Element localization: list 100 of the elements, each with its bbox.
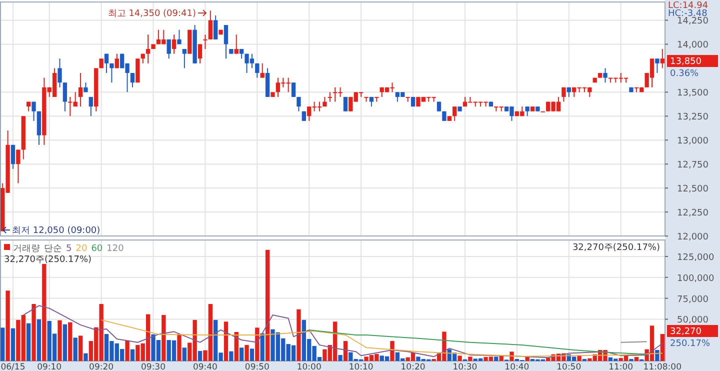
bar (260, 333, 264, 361)
y-tick-label: 12,750 (677, 160, 709, 171)
candlestick (296, 96, 301, 112)
candlestick (234, 34, 238, 54)
candlestick (660, 48, 664, 69)
x-tick-label: 09:30 (141, 362, 166, 371)
bar (32, 304, 36, 361)
bar (0, 328, 5, 361)
x-tick-label: 10:00 (296, 362, 322, 371)
candlestick (114, 53, 119, 69)
candlestick (214, 14, 218, 40)
legend-label: 거래량 (13, 244, 40, 254)
x-tick-label: 11:00 (608, 362, 634, 371)
x-tick-label: 09:40 (192, 362, 218, 371)
bar (42, 264, 46, 361)
bar (458, 356, 462, 361)
annotation: 32,270주(250.17%) (572, 243, 660, 253)
candlestick (203, 34, 208, 50)
candlestick (110, 62, 114, 84)
x-tick-label: 09:50 (244, 362, 270, 371)
candlestick (328, 92, 332, 102)
x-tick-label: 10:40 (504, 362, 530, 371)
bar (78, 336, 83, 361)
bar (390, 341, 394, 361)
candlestick (655, 58, 660, 74)
y-tick-label: 13,250 (677, 112, 709, 123)
y-tick-label: 125,000 (677, 252, 714, 263)
bar (250, 348, 254, 361)
x-tick-label: 11:08:00 (643, 362, 682, 371)
text: LC:14.94 (668, 1, 708, 11)
candlestick (104, 53, 109, 74)
y-tick-label: 14,000 (677, 40, 709, 51)
text: 120 (106, 244, 124, 254)
y-tick-label: 75,000 (677, 294, 709, 305)
annotation: 32,270주(250.17%) (4, 255, 92, 265)
candlestick (208, 10, 212, 40)
candlestick (10, 144, 16, 170)
bar (468, 356, 472, 361)
y-tick-label: 14,250 (677, 16, 709, 27)
bar (182, 348, 187, 361)
bar (296, 309, 301, 361)
candlestick (16, 149, 20, 184)
bar (26, 323, 31, 361)
candlestick (26, 101, 31, 112)
bar (6, 290, 10, 361)
candlestick (136, 58, 140, 84)
bar (229, 351, 234, 361)
bar (265, 250, 270, 361)
x-tick-label: 10:20 (400, 362, 426, 371)
bar (240, 348, 244, 361)
y-tick-label: 12,000 (677, 232, 709, 242)
bar (577, 355, 582, 361)
bar (177, 334, 182, 361)
bar (494, 356, 498, 361)
candlestick (562, 86, 566, 102)
candlestick (88, 96, 93, 117)
line-series (308, 329, 648, 355)
bar (338, 354, 342, 361)
y-tick-label: 13,000 (677, 136, 709, 147)
text: 13,850 (670, 57, 702, 67)
annotation: 최고 14,350 (09:41) (108, 9, 196, 19)
candlestick (188, 29, 192, 54)
bar (68, 322, 72, 361)
candlestick (525, 106, 530, 117)
bar (84, 353, 88, 361)
text: 0.36% (670, 69, 700, 79)
x-tick-label: 09:20 (89, 362, 114, 371)
text: 20 (76, 244, 88, 254)
bar (125, 340, 130, 361)
bar (655, 350, 660, 361)
bar (660, 334, 664, 361)
line-series (22, 305, 663, 358)
candlestick (146, 34, 150, 64)
annotation: 최저 12,050 (09:00) (12, 226, 100, 236)
candlestick (182, 48, 187, 69)
x-tick-label: 10:50 (556, 362, 582, 371)
candlestick (177, 29, 182, 45)
x-tick-label: 09:10 (37, 362, 62, 371)
candlestick (130, 72, 135, 88)
bar (198, 350, 202, 361)
bar (10, 328, 16, 361)
candlestick (198, 44, 202, 64)
candlestick (603, 68, 608, 84)
y-tick-label: 12,500 (677, 184, 709, 195)
text: 32,270 (670, 327, 702, 337)
candlestick (78, 72, 83, 108)
candlestick (343, 96, 348, 112)
text: 250.17% (670, 339, 710, 349)
bar (36, 319, 42, 361)
bar (634, 356, 639, 361)
candlestick (265, 68, 270, 98)
candlestick (32, 101, 36, 122)
x-tick-label: 10:10 (348, 362, 374, 371)
text: 60 (91, 244, 103, 254)
y-tick-label: 100,000 (677, 274, 714, 284)
x-tick-label: 06/15 (0, 362, 26, 371)
y-tick-label: 50,000 (677, 316, 709, 326)
candlestick (172, 34, 176, 54)
candlestick (58, 58, 62, 88)
bar (62, 324, 68, 361)
